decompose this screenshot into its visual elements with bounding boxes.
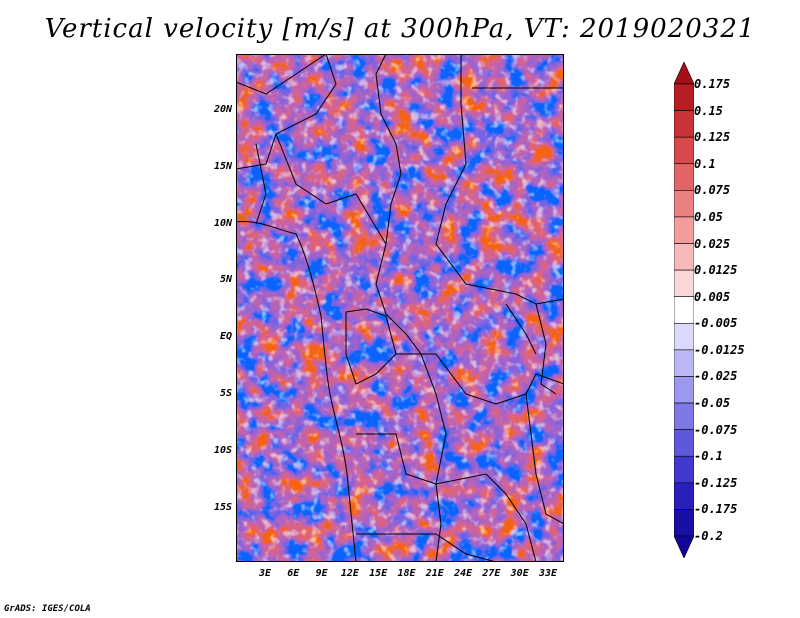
- colorbar-segment: [674, 190, 694, 218]
- colorbar-segment: [674, 269, 694, 298]
- longitude-label: 30E: [510, 568, 529, 579]
- longitude-label: 9E: [315, 568, 328, 579]
- colorbar-segment: [674, 163, 694, 191]
- longitude-label: 27E: [482, 568, 501, 579]
- colorbar-segment: [674, 243, 694, 271]
- colorbar-segment: [674, 110, 694, 138]
- colorbar-label: 0.005: [694, 289, 731, 304]
- colorbar-segment: [674, 216, 694, 244]
- grads-credit: GrADS: IGES/COLA: [4, 604, 91, 614]
- map-frame: [236, 54, 564, 562]
- longitude-label: 21E: [425, 568, 444, 579]
- colorbar-segment: [674, 62, 694, 85]
- colorbar-segment: [674, 455, 694, 484]
- latitude-label: 5N: [219, 274, 232, 286]
- colorbar: [674, 62, 694, 558]
- vertical-velocity-map: [236, 54, 564, 562]
- colorbar-label: -0.1: [694, 449, 723, 464]
- longitude-label: 15E: [369, 568, 388, 579]
- latitude-label: 5S: [219, 388, 232, 399]
- colorbar-segment: [674, 322, 694, 351]
- latitude-label: 15N: [213, 160, 232, 172]
- latitude-label: 10N: [213, 217, 232, 229]
- colorbar-segment: [674, 296, 694, 324]
- colorbar-label: 0.075: [694, 183, 731, 198]
- colorbar-label: -0.005: [694, 316, 738, 331]
- colorbar-label: -0.125: [694, 475, 738, 490]
- latitude-label: 15S: [213, 501, 232, 513]
- velocity-field-detail: [236, 54, 564, 562]
- colorbar-label: 0.15: [694, 103, 723, 118]
- longitude-label: 33E: [538, 568, 558, 579]
- colorbar-segment: [674, 535, 694, 558]
- latitude-label: EQ: [219, 331, 232, 343]
- longitude-label: 24E: [454, 568, 473, 579]
- colorbar-label: -0.05: [694, 396, 731, 411]
- colorbar-segment: [674, 349, 694, 377]
- chart-title: Vertical velocity [m/s] at 300hPa, VT: 2…: [44, 14, 756, 44]
- longitude-label: 3E: [258, 568, 272, 579]
- country-borders: [236, 54, 564, 562]
- colorbar-label: -0.2: [694, 529, 723, 543]
- longitude-label: 12E: [340, 568, 359, 579]
- colorbar-label: -0.175: [694, 502, 738, 517]
- colorbar-segment: [674, 376, 694, 404]
- latitude-label: 10S: [213, 444, 232, 456]
- longitude-label: 6E: [287, 568, 300, 579]
- colorbar-label: 0.1: [694, 156, 716, 171]
- longitude-label: 18E: [397, 568, 416, 579]
- colorbar-label: -0.025: [694, 369, 738, 384]
- colorbar-label: -0.0125: [694, 342, 745, 357]
- colorbar-segment: [674, 482, 694, 510]
- colorbar-segment: [674, 429, 694, 457]
- colorbar-label: -0.075: [694, 422, 738, 437]
- colorbar-segment: [674, 83, 694, 111]
- latitude-label: 20N: [213, 104, 232, 115]
- colorbar-label: 0.175: [694, 77, 731, 91]
- colorbar-segment: [674, 402, 694, 430]
- colorbar-segment: [674, 509, 694, 537]
- colorbar-label: 0.025: [694, 236, 731, 251]
- colorbar-label: 0.125: [694, 130, 731, 145]
- colorbar-label: 0.0125: [694, 263, 738, 278]
- colorbar-label: 0.05: [694, 209, 723, 224]
- colorbar-segment: [674, 136, 694, 165]
